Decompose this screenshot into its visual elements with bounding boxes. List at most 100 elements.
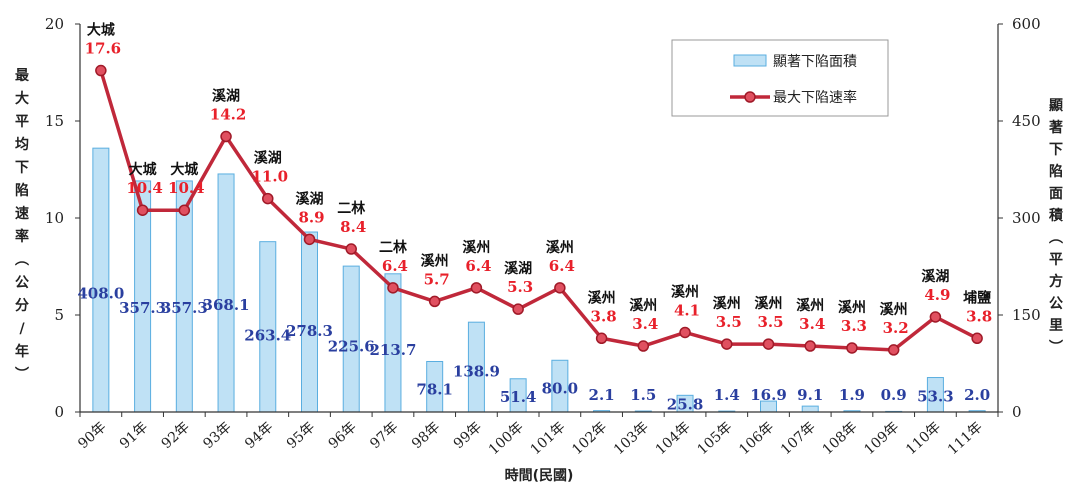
- rate-point: [554, 282, 566, 294]
- bar-value-label: 408.0: [77, 284, 124, 302]
- x-tick-label: 97年: [367, 419, 401, 452]
- legend-bar-swatch: [733, 54, 767, 67]
- rate-value-label: 5.7: [424, 270, 450, 288]
- bar-value-label: 2.1: [589, 386, 615, 404]
- left-axis-title: 最大平均下陷速率︵公分/年︶: [14, 67, 30, 383]
- location-label: 溪州: [671, 283, 699, 300]
- rate-line: [95, 64, 983, 356]
- x-tick-label: 93年: [200, 419, 234, 452]
- location-label: 溪湖: [296, 190, 324, 207]
- bar-value-label: 9.1: [797, 386, 823, 404]
- rate-point: [95, 64, 107, 77]
- legend-frame: [671, 39, 889, 117]
- rate-point: [220, 130, 232, 143]
- legend: 顯著下陷面積 最大下陷速率: [671, 39, 889, 117]
- left-tick-label: 15: [45, 112, 64, 130]
- rate-value-label: 4.9: [924, 286, 950, 304]
- location-label: 大城: [87, 22, 115, 39]
- bar-value-label: 78.1: [416, 380, 453, 398]
- area-bar: [801, 405, 819, 413]
- location-label: 溪湖: [504, 260, 532, 277]
- x-tick-label: 108年: [820, 419, 861, 458]
- x-tick-label: 103年: [611, 419, 652, 458]
- rate-value-label: 6.4: [549, 257, 575, 275]
- rate-point: [428, 295, 441, 308]
- location-label: 溪州: [713, 295, 741, 312]
- bar-value-label: 225.6: [328, 337, 375, 355]
- x-axis-title: 時間(民國): [505, 467, 574, 484]
- left-tick-label: 5: [54, 306, 64, 324]
- rate-value-label: 10.4: [126, 179, 163, 197]
- area-bar: [92, 147, 110, 413]
- bar-value-label: 368.1: [203, 296, 250, 314]
- location-label: 二林: [379, 239, 407, 256]
- rate-value-label: 3.2: [883, 319, 909, 337]
- location-label: 溪州: [796, 297, 824, 314]
- rate-value-label: 6.4: [465, 257, 491, 275]
- bar-value-label: 263.4: [244, 326, 291, 344]
- bar-value-label: 51.4: [500, 388, 537, 406]
- rate-value-label: 3.5: [757, 313, 783, 331]
- rate-value-label: 11.0: [251, 168, 288, 186]
- rate-value-label: 3.3: [841, 317, 867, 335]
- axes: [75, 23, 1003, 417]
- bar-value-label: 213.7: [369, 341, 416, 359]
- rate-value-label: 6.4: [382, 257, 408, 275]
- rate-value-label: 5.3: [507, 278, 533, 296]
- rate-value-label: 10.4: [168, 179, 205, 197]
- rate-series-line: [99, 70, 978, 352]
- rate-point: [595, 332, 608, 345]
- rate-value-label: 3.4: [632, 315, 658, 333]
- location-label: 溪州: [546, 239, 574, 256]
- x-tick-label: 98年: [409, 419, 443, 452]
- bar-value-label: 16.9: [750, 386, 787, 404]
- rate-point: [303, 233, 316, 246]
- x-tick-label: 107年: [778, 419, 819, 458]
- rate-value-label: 3.8: [966, 307, 992, 325]
- x-tick-label: 109年: [861, 419, 902, 458]
- x-tick-label: 100年: [486, 419, 527, 458]
- bar-value-label: 80.0: [542, 380, 579, 398]
- rate-point: [387, 282, 399, 294]
- rate-point: [679, 326, 691, 339]
- bar-value-label: 25.8: [667, 395, 704, 413]
- x-tick-label: 111年: [945, 419, 986, 458]
- data-labels: 408.0357.3357.3368.1263.4278.3225.6213.7…: [77, 22, 992, 414]
- axis-titles: 時間(民國) 最大平均下陷速率︵公分/年︶ 顯著下陷面積︵平方公里︶: [14, 67, 1064, 484]
- rate-value-label: 3.5: [716, 313, 742, 331]
- location-label: 溪州: [629, 297, 657, 314]
- x-tick-label: 99年: [451, 419, 485, 452]
- legend-bar-label: 顯著下陷面積: [773, 54, 857, 70]
- rate-value-label: 3.4: [799, 315, 825, 333]
- bar-value-label: 357.3: [161, 299, 208, 317]
- location-label: 溪州: [880, 301, 908, 318]
- x-tick-label: 95年: [284, 419, 318, 452]
- bar-value-label: 2.0: [964, 386, 990, 404]
- rate-point: [512, 303, 524, 315]
- rate-point: [762, 338, 775, 350]
- rate-value-label: 3.8: [591, 307, 617, 325]
- area-bars: [92, 147, 986, 413]
- legend-line-label: 最大下陷速率: [773, 89, 857, 106]
- x-tick-label: 101年: [528, 419, 569, 458]
- x-tick-label: 110年: [903, 419, 944, 458]
- rate-point: [971, 332, 983, 345]
- bar-value-label: 1.9: [839, 386, 865, 404]
- x-tick-label: 106年: [736, 419, 777, 458]
- rate-point: [721, 338, 733, 350]
- right-tick-label: 300: [1012, 209, 1041, 227]
- x-tick-label: 105年: [694, 419, 735, 458]
- x-tick-label: 90年: [75, 419, 109, 452]
- rate-value-label: 4.1: [674, 301, 700, 319]
- bar-value-label: 1.4: [714, 386, 740, 404]
- rate-point: [262, 192, 274, 205]
- location-label: 大城: [129, 161, 157, 178]
- rate-point: [178, 204, 191, 216]
- right-axis-title: 顯著下陷面積︵平方公里︶: [1048, 98, 1064, 356]
- x-tick-label: 91年: [117, 419, 151, 452]
- left-tick-label: 0: [54, 403, 64, 421]
- rate-value-label: 8.9: [298, 208, 324, 226]
- location-label: 大城: [170, 161, 198, 178]
- rate-point: [804, 340, 816, 352]
